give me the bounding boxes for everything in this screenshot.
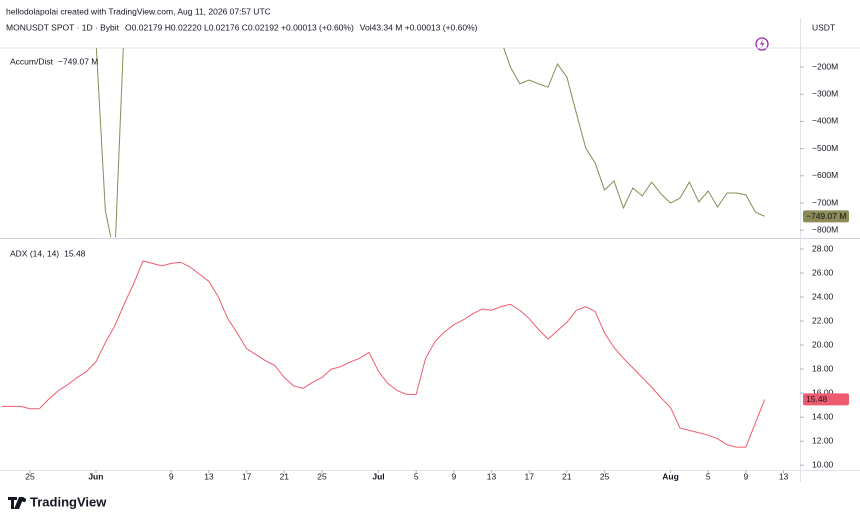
- footer-logo: TradingView: [8, 494, 107, 509]
- x-tick-label: 21: [280, 471, 290, 481]
- indicator-title: Accum/Dist: [10, 56, 54, 66]
- created-note: hellodolapolai created with TradingView.…: [6, 6, 271, 16]
- y-tick-label: 28.00: [812, 243, 834, 253]
- y-tick-label: 24.00: [812, 291, 834, 301]
- y-tick-label: −600M: [812, 170, 838, 180]
- logo-dot: [22, 498, 26, 502]
- x-tick-label: 9: [169, 471, 174, 481]
- y-tick-label: −300M: [812, 88, 838, 98]
- price-tag: [803, 210, 849, 223]
- x-tick-label: Aug: [662, 471, 679, 481]
- y-tick-label: 26.00: [812, 267, 834, 277]
- y-tick-label: −700M: [812, 197, 838, 207]
- x-tick-label: Jun: [88, 471, 103, 481]
- y-tick-label: −200M: [812, 61, 838, 71]
- indicator-value: 15.48: [64, 248, 86, 258]
- x-tick-label: 9: [744, 471, 749, 481]
- y-tick-label: 20.00: [812, 339, 834, 349]
- logo-mark: [8, 497, 24, 509]
- x-tick-label: 5: [706, 471, 711, 481]
- x-tick-label: 13: [487, 471, 497, 481]
- x-tick-label: 13: [204, 471, 214, 481]
- alert-icon[interactable]: [755, 37, 769, 51]
- indicator-line: [1, 260, 766, 448]
- x-tick-label: 25: [25, 471, 35, 481]
- y-tick-label: 22.00: [812, 315, 834, 325]
- x-tick-label: 25: [600, 471, 610, 481]
- alert-bolt: [760, 40, 765, 48]
- x-tick-label: 21: [562, 471, 572, 481]
- volume: Vol43.34 M +0.00013 (+0.60%): [360, 22, 478, 32]
- x-tick-label: Jul: [372, 471, 384, 481]
- x-tick-label: 9: [451, 471, 456, 481]
- y-tick-label: 14.00: [812, 411, 834, 421]
- price-tag-label: −749.07 M: [806, 211, 846, 221]
- x-tick-label: 5: [414, 471, 419, 481]
- y-tick-label: −500M: [812, 143, 838, 153]
- ohlc: O0.02179 H0.02220 L0.02176 C0.02192 +0.0…: [125, 22, 354, 32]
- x-tick-label: 17: [524, 471, 534, 481]
- symbol: MONUSDT SPOT · 1D · Bybit: [6, 22, 120, 32]
- x-tick-label: 13: [779, 471, 789, 481]
- currency: USDT: [812, 22, 835, 32]
- y-tick-label: 12.00: [812, 435, 834, 445]
- y-tick-label: −800M: [812, 224, 838, 234]
- indicator-line: [95, 48, 765, 237]
- brand: TradingView: [30, 494, 107, 509]
- y-tick-label: 18.00: [812, 363, 834, 373]
- price-tag: [803, 393, 849, 406]
- price-tag-label: 15.48: [806, 394, 828, 404]
- y-tick-label: 10.00: [812, 459, 834, 469]
- y-tick-label: 16.00: [812, 387, 834, 397]
- y-tick-label: −400M: [812, 116, 838, 126]
- indicator-value: −749.07 M: [58, 56, 98, 66]
- indicator-title: ADX (14, 14): [10, 248, 59, 258]
- x-tick-label: 17: [242, 471, 252, 481]
- x-tick-label: 25: [317, 471, 327, 481]
